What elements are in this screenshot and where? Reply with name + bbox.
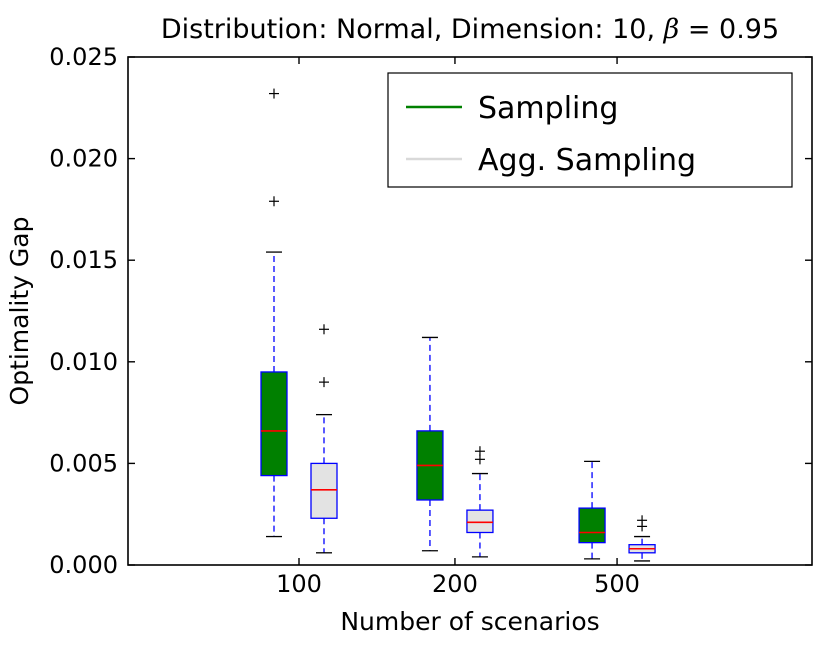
axes-frame	[127, 56, 813, 566]
title-prefix: Distribution: Normal, Dimension: 10,	[161, 14, 664, 45]
boxplot-sampling-200	[416, 336, 444, 552]
y-axis-label: Optimality Gap	[5, 217, 34, 406]
y-tick-label: 0.005	[49, 449, 118, 477]
box	[260, 371, 288, 477]
box	[466, 509, 494, 534]
box	[310, 462, 338, 519]
title-suffix: = 0.95	[679, 14, 779, 45]
boxplot-agg-sampling-100	[310, 324, 338, 554]
legend	[387, 72, 793, 188]
legend-label: Sampling	[478, 91, 618, 126]
boxplot-sampling-500	[578, 460, 606, 560]
outlier-marker	[474, 446, 485, 457]
chart-title: Distribution: Normal, Dimension: 10, β =…	[161, 14, 779, 45]
legend-box	[387, 72, 793, 188]
y-tick-label: 0.015	[49, 246, 118, 274]
boxplot-sampling-100	[260, 88, 288, 538]
outlier-marker	[319, 377, 329, 388]
title-beta: β	[663, 14, 680, 45]
y-tick-label: 0.020	[49, 145, 118, 173]
outlier-marker	[269, 196, 279, 207]
box	[578, 507, 606, 544]
outlier-marker	[319, 324, 329, 335]
legend-label: Agg. Sampling	[478, 143, 696, 178]
x-tick-label: 100	[276, 570, 322, 598]
x-tick-label: 500	[594, 570, 640, 598]
x-axis-label: Number of scenarios	[340, 607, 599, 636]
y-tick-label: 0.000	[49, 551, 118, 579]
x-tick-label: 200	[432, 570, 478, 598]
y-tick-label: 0.010	[49, 348, 118, 376]
boxplot-agg-sampling-200	[466, 446, 494, 558]
outlier-marker	[637, 515, 648, 526]
y-tick-label: 0.025	[49, 43, 118, 71]
boxplot-agg-sampling-500	[628, 515, 656, 562]
outlier-marker	[269, 88, 279, 99]
